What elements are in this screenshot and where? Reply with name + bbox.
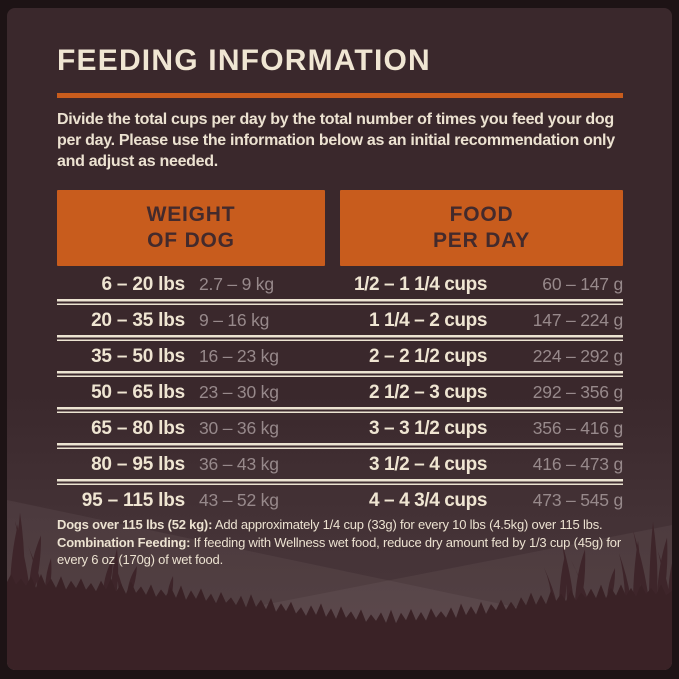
food-grams: 473 – 545 g [532, 490, 623, 510]
table-row: 65 – 80 lbs 30 – 36 kg 3 – 3 1/2 cups 35… [57, 414, 623, 443]
header-line: PER DAY [432, 229, 531, 252]
table-header-row: WEIGHT OF DOG FOOD PER DAY [57, 190, 623, 266]
weight-lbs: 6 – 20 lbs [101, 274, 185, 295]
page-title: FEEDING INFORMATION [57, 44, 431, 77]
header-line: FOOD [449, 203, 514, 226]
weight-kg: 2.7 – 9 kg [199, 274, 274, 294]
food-cups: 3 – 3 1/2 cups [369, 418, 487, 439]
weight-kg: 23 – 30 kg [199, 382, 279, 402]
header-line: WEIGHT [146, 203, 236, 226]
table-row: 35 – 50 lbs 16 – 23 kg 2 – 2 1/2 cups 22… [57, 342, 623, 371]
food-per-day-header: FOOD PER DAY [340, 190, 623, 266]
table-row: 20 – 35 lbs 9 – 16 kg 1 1/4 – 2 cups 147… [57, 306, 623, 335]
food-grams: 147 – 224 g [532, 310, 623, 330]
row-divider [57, 479, 623, 486]
row-divider [57, 443, 623, 450]
food-cups: 1/2 – 1 1/4 cups [353, 274, 487, 295]
food-cups: 3 1/2 – 4 cups [369, 454, 487, 475]
weight-lbs: 65 – 80 lbs [91, 418, 185, 439]
intro-paragraph: Divide the total cups per day by the tot… [57, 111, 615, 170]
feeding-info-panel: FEEDING INFORMATION Divide the total cup… [7, 8, 672, 670]
row-divider [57, 407, 623, 414]
weight-kg: 43 – 52 kg [199, 490, 279, 510]
food-cups: 2 1/2 – 3 cups [369, 382, 487, 403]
table-row: 6 – 20 lbs 2.7 – 9 kg 1/2 – 1 1/4 cups 6… [57, 270, 623, 299]
footnote-lead-over-115: Dogs over 115 lbs (52 kg): [57, 517, 213, 532]
footnote-lead-combination-feeding: Combination Feeding: [57, 534, 191, 550]
row-divider [57, 335, 623, 342]
table-row: 95 – 115 lbs 43 – 52 kg 4 – 4 3/4 cups 4… [57, 486, 623, 515]
row-divider [57, 371, 623, 378]
header-line: OF DOG [147, 229, 235, 252]
food-grams: 356 – 416 g [532, 418, 623, 438]
table-row: 50 – 65 lbs 23 – 30 kg 2 1/2 – 3 cups 29… [57, 378, 623, 407]
weight-lbs: 20 – 35 lbs [91, 310, 185, 331]
footnote-body-1: Add approximately 1/4 cup (33g) for ever… [212, 517, 603, 532]
weight-kg: 16 – 23 kg [199, 346, 279, 366]
table-row: 80 – 95 lbs 36 – 43 kg 3 1/2 – 4 cups 41… [57, 450, 623, 479]
food-grams: 224 – 292 g [532, 346, 623, 366]
footnote-text: Dogs over 115 lbs (52 kg): Add approxima… [57, 516, 639, 569]
weight-lbs: 95 – 115 lbs [81, 490, 185, 511]
food-grams: 292 – 356 g [532, 382, 623, 402]
title-divider-rule [57, 93, 623, 98]
weight-lbs: 80 – 95 lbs [91, 454, 185, 475]
row-divider [57, 299, 623, 306]
food-cups: 4 – 4 3/4 cups [369, 490, 487, 511]
food-grams: 60 – 147 g [542, 274, 623, 294]
food-grams: 416 – 473 g [532, 454, 623, 474]
weight-lbs: 35 – 50 lbs [91, 346, 185, 367]
landscape-silhouette-graphic [7, 500, 672, 670]
weight-kg: 30 – 36 kg [199, 418, 279, 438]
food-cups: 1 1/4 – 2 cups [369, 310, 487, 331]
weight-kg: 36 – 43 kg [199, 454, 279, 474]
foreground-grass-silhouette [7, 574, 672, 670]
weight-lbs: 50 – 65 lbs [91, 382, 185, 403]
weight-of-dog-header: WEIGHT OF DOG [57, 190, 325, 266]
food-cups: 2 – 2 1/2 cups [369, 346, 487, 367]
weight-kg: 9 – 16 kg [199, 310, 270, 330]
footnote-body-2: If feeding with Wellness wet food, reduc… [57, 534, 621, 568]
feeding-table: 6 – 20 lbs 2.7 – 9 kg 1/2 – 1 1/4 cups 6… [57, 270, 623, 515]
